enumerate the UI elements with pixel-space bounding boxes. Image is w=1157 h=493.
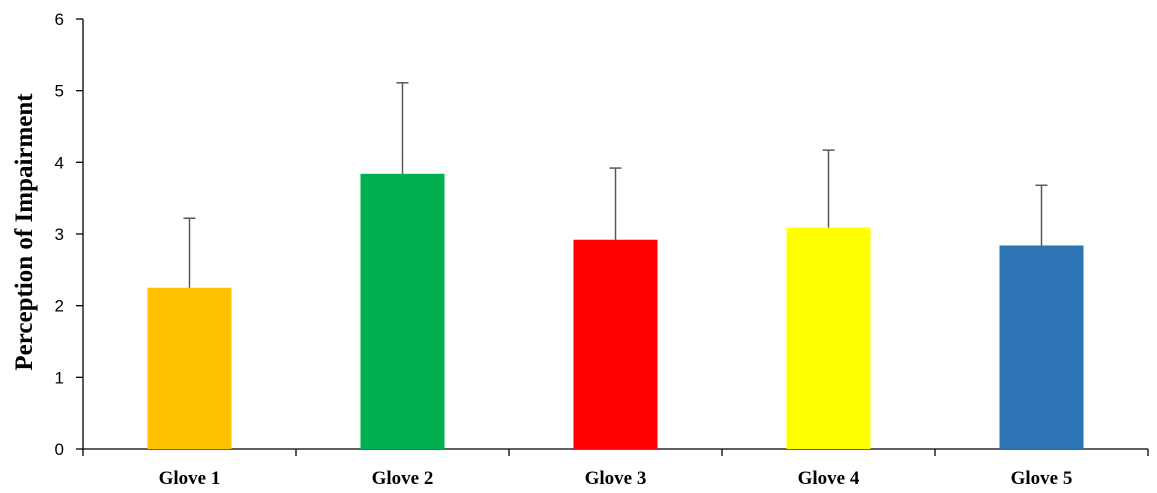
y-tick-label: 4	[55, 153, 64, 172]
y-tick-label: 5	[55, 82, 64, 101]
bar	[573, 239, 658, 449]
bar	[360, 173, 445, 450]
x-category-label: Glove 1	[159, 468, 221, 489]
y-tick-label: 1	[55, 368, 64, 387]
x-category-label: Glove 2	[372, 468, 434, 489]
bar	[786, 227, 871, 449]
y-tick-label: 2	[55, 297, 64, 316]
x-category-label: Glove 5	[1011, 468, 1073, 489]
labels: 0 1 2 3 4 5 6 Glove 1 Glove 2 Glove 3 Glove 4 Glove…	[55, 10, 1073, 489]
x-category-label: Glove 4	[798, 468, 860, 489]
bars	[147, 173, 1084, 450]
y-axis-title: Perception of Impairment	[11, 93, 38, 371]
y-tick-label: 3	[55, 225, 64, 244]
bar	[147, 287, 232, 449]
y-tick-label: 0	[55, 440, 64, 459]
error-bars	[183, 82, 1048, 288]
bar	[999, 245, 1084, 449]
x-category-label: Glove 3	[585, 468, 647, 489]
y-tick-label: 6	[55, 10, 64, 29]
